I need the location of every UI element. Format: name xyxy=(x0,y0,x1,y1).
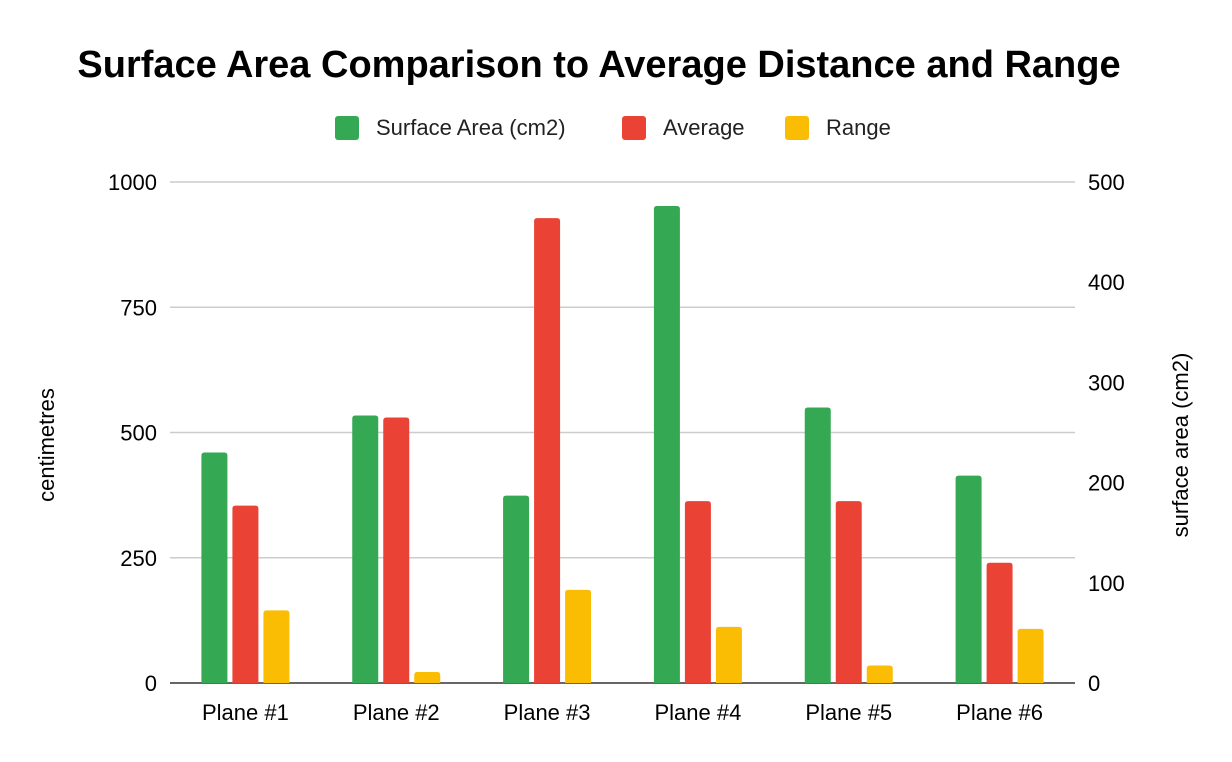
legend-swatch xyxy=(622,116,646,140)
legend-swatch xyxy=(335,116,359,140)
bar-average-1 xyxy=(232,505,259,683)
bar-average-6 xyxy=(986,562,1013,683)
bar-range-5 xyxy=(866,665,893,683)
x-tick-label: Plane #2 xyxy=(353,700,440,725)
y-axis-title-left: centimetres xyxy=(34,388,59,502)
x-tick-label: Plane #5 xyxy=(805,700,892,725)
x-tick-label: Plane #6 xyxy=(956,700,1043,725)
bar-range-2 xyxy=(414,671,441,683)
right-tick-label: 0 xyxy=(1088,671,1100,696)
legend-label: Range xyxy=(826,115,891,140)
right-tick-label: 300 xyxy=(1088,370,1125,395)
legend: Surface Area (cm2) Average Range xyxy=(335,115,891,140)
left-axis-ticks: 0 250 500 750 1000 xyxy=(108,170,157,696)
legend-label: Surface Area (cm2) xyxy=(376,115,566,140)
right-tick-label: 500 xyxy=(1088,170,1125,195)
bar-range-4 xyxy=(715,626,742,683)
chart-title: Surface Area Comparison to Average Dista… xyxy=(77,44,1120,86)
left-tick-label: 250 xyxy=(120,546,157,571)
right-tick-label: 200 xyxy=(1088,471,1125,496)
left-tick-label: 500 xyxy=(120,421,157,446)
right-tick-label: 100 xyxy=(1088,571,1125,596)
bar-surface-area-cm2-6 xyxy=(955,475,982,683)
bar-average-3 xyxy=(534,218,561,683)
bar-surface-area-cm2-3 xyxy=(503,495,530,683)
x-tick-label: Plane #1 xyxy=(202,700,289,725)
legend-label: Average xyxy=(663,115,745,140)
x-tick-label: Plane #4 xyxy=(654,700,741,725)
bar-average-2 xyxy=(383,417,410,683)
bar-surface-area-cm2-1 xyxy=(201,452,228,683)
left-tick-label: 1000 xyxy=(108,170,157,195)
bar-range-1 xyxy=(263,610,290,683)
bar-average-4 xyxy=(684,501,711,683)
bar-surface-area-cm2-5 xyxy=(804,407,831,683)
bar-range-6 xyxy=(1017,628,1044,683)
bar-range-3 xyxy=(565,589,592,683)
x-axis-ticks: Plane #1 Plane #2 Plane #3 Plane #4 Plane #5… xyxy=(202,700,1043,725)
bars xyxy=(201,206,1044,683)
left-tick-label: 0 xyxy=(145,671,157,696)
left-tick-label: 750 xyxy=(120,295,157,320)
right-axis-ticks: 0 100 200 300 400 500 xyxy=(1088,170,1125,696)
bar-average-5 xyxy=(835,501,862,683)
right-tick-label: 400 xyxy=(1088,270,1125,295)
y-axis-title-right: surface area (cm2) xyxy=(1168,353,1193,538)
bar-surface-area-cm2-2 xyxy=(352,415,379,683)
gridlines xyxy=(170,181,1075,684)
x-tick-label: Plane #3 xyxy=(504,700,591,725)
bar-surface-area-cm2-4 xyxy=(653,206,680,683)
legend-swatch xyxy=(785,116,809,140)
